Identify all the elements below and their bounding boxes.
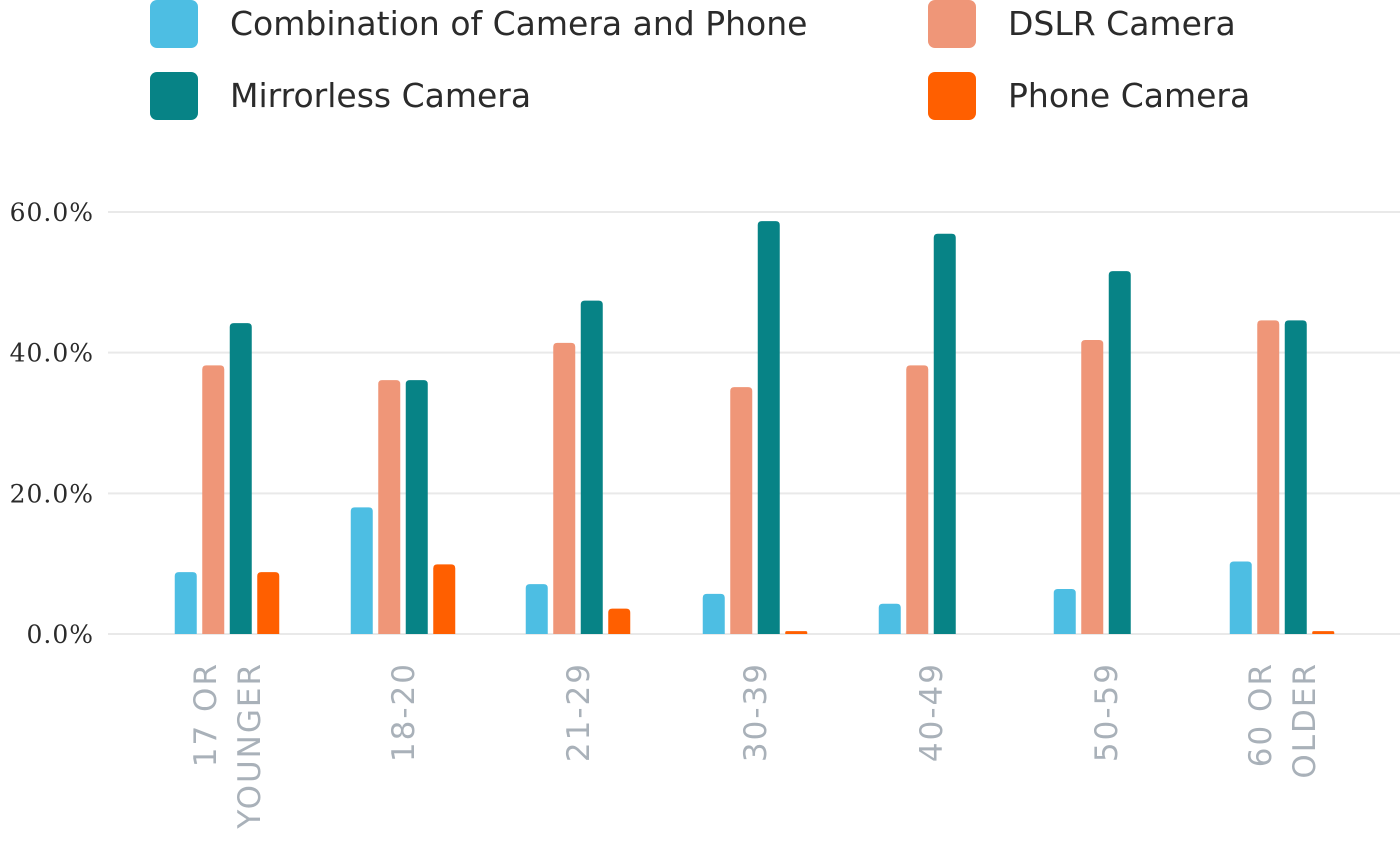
x-tick-label-line: 60 OR [1243, 662, 1279, 767]
legend-swatch-mirrorless-camera [150, 72, 198, 120]
bar-combination-of-camera-and-phone-30-39 [702, 593, 725, 634]
x-tick-label-line: 21-29 [561, 662, 597, 762]
bar-combination-of-camera-and-phone-40-49 [878, 603, 901, 634]
bar-mirrorless-camera-60-or-older [1284, 320, 1307, 634]
bar-mirrorless-camera-50-59 [1108, 271, 1131, 634]
x-tick-label-line: 17 OR [188, 662, 224, 767]
bar-phone-camera-18-20 [433, 564, 456, 634]
x-tick-label-60-or-older: 60 OR OLDER [1243, 662, 1323, 779]
bar-dslr-camera-40-49 [906, 365, 929, 634]
legend-swatch-dslr-camera [928, 0, 976, 48]
gridlines [108, 211, 1400, 635]
chart-legend: Combination of Camera and Phone DSLR Came… [150, 0, 1250, 120]
bar-mirrorless-camera-40-49 [933, 233, 956, 634]
bar-phone-camera-17-or-younger [257, 572, 280, 634]
y-tick-label: 60.0% [10, 198, 94, 227]
bar-combination-of-camera-and-phone-60-or-older [1229, 561, 1252, 634]
y-tick-label: 20.0% [10, 479, 94, 508]
x-tick-label-21-29: 21-29 [561, 662, 597, 762]
bar-mirrorless-camera-21-29 [580, 300, 603, 634]
legend-swatch-phone-camera [928, 72, 976, 120]
x-tick-label-line: 30-39 [738, 662, 774, 762]
bar-combination-of-camera-and-phone-50-59 [1053, 588, 1076, 634]
bar-dslr-camera-18-20 [378, 380, 401, 634]
bar-mirrorless-camera-30-39 [757, 221, 780, 635]
y-tick-label: 0.0% [26, 620, 94, 649]
x-tick-label-line: 50-59 [1089, 662, 1125, 762]
x-tick-label-40-49: 40-49 [914, 662, 950, 762]
bar-mirrorless-camera-17-or-younger [229, 323, 252, 634]
y-axis: 0.0% 20.0% 40.0% 60.0% [10, 198, 94, 649]
x-tick-label-18-20: 18-20 [386, 662, 422, 762]
legend-label-dslr-camera: DSLR Camera [1008, 4, 1236, 43]
bar-dslr-camera-21-29 [553, 342, 576, 634]
bar-dslr-camera-60-or-older [1257, 320, 1280, 634]
x-tick-label-line: YOUNGER [232, 662, 268, 830]
bar-dslr-camera-30-39 [730, 387, 753, 634]
bars [174, 221, 1335, 635]
x-tick-label-line: OLDER [1287, 662, 1323, 779]
bar-dslr-camera-17-or-younger [202, 365, 225, 634]
bar-phone-camera-30-39 [785, 631, 808, 634]
bar-combination-of-camera-and-phone-17-or-younger [174, 572, 197, 634]
legend-label-combination-of-camera-and-phone: Combination of Camera and Phone [230, 4, 807, 43]
bar-combination-of-camera-and-phone-18-20 [350, 507, 373, 634]
bar-mirrorless-camera-18-20 [405, 380, 428, 634]
x-axis: 17 OR YOUNGER 18-20 21-29 30-39 40-49 50-59 60 … [188, 662, 1323, 830]
x-tick-label-50-59: 50-59 [1089, 662, 1125, 762]
bar-dslr-camera-50-59 [1081, 340, 1104, 634]
x-tick-label-30-39: 30-39 [738, 662, 774, 762]
bar-phone-camera-60-or-older [1312, 631, 1335, 634]
x-tick-label-line: 40-49 [914, 662, 950, 762]
legend-label-phone-camera: Phone Camera [1008, 76, 1250, 115]
x-tick-label-line: 18-20 [386, 662, 422, 762]
legend-label-mirrorless-camera: Mirrorless Camera [230, 76, 531, 115]
legend-swatch-combination-of-camera-and-phone [150, 0, 198, 48]
bar-phone-camera-21-29 [608, 608, 631, 634]
bar-combination-of-camera-and-phone-21-29 [525, 584, 548, 634]
y-tick-label: 40.0% [10, 339, 94, 368]
x-tick-label-17-or-younger: 17 OR YOUNGER [188, 662, 268, 830]
